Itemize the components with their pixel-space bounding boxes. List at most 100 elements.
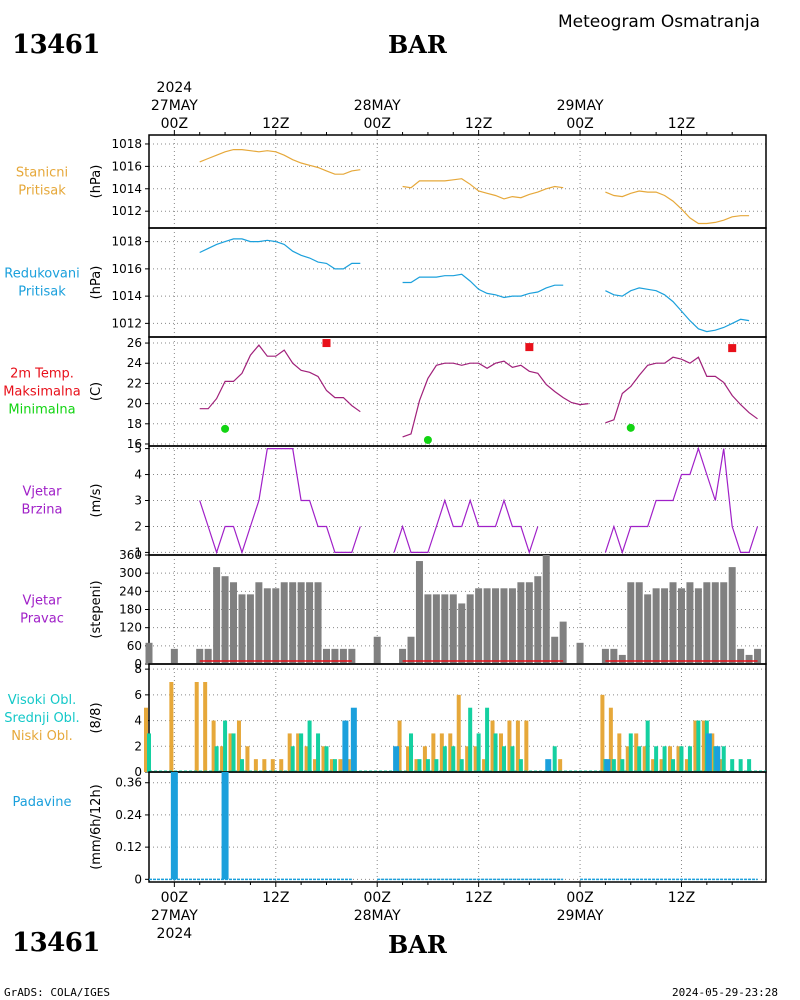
cloud-cover-bar bbox=[625, 746, 630, 772]
wind-direction-bar bbox=[661, 588, 669, 664]
panel-label: Pritisak bbox=[18, 285, 66, 300]
series-line bbox=[199, 344, 758, 438]
cloud-cover-bar bbox=[501, 746, 506, 772]
bottom-hour-label: 12Z bbox=[262, 890, 289, 906]
cloud-cover-bar bbox=[194, 682, 199, 772]
cloud-cover-bar bbox=[245, 746, 250, 772]
cloud-cover-bar bbox=[253, 759, 258, 772]
cloud-cover-bar bbox=[439, 733, 444, 772]
wind-direction-bar bbox=[610, 648, 618, 664]
cloud-cover-bar bbox=[611, 759, 616, 772]
cloud-cover-bar bbox=[510, 746, 515, 772]
cloud-cover-bar bbox=[558, 759, 563, 772]
cloud-cover-bar bbox=[668, 746, 673, 772]
y-axis-label: (stepeni) bbox=[89, 580, 104, 638]
top-date-label: 29MAY bbox=[557, 98, 604, 114]
cloud-cover-bar bbox=[710, 733, 715, 772]
cloud-cover-bar bbox=[393, 746, 400, 772]
wind-direction-bar bbox=[754, 648, 762, 664]
station-name-bottom: BAR bbox=[388, 930, 447, 959]
series-line bbox=[199, 149, 750, 225]
cloud-cover-bar bbox=[476, 733, 481, 772]
cloud-cover-bar bbox=[409, 733, 414, 772]
y-tick-label: 1012 bbox=[111, 316, 142, 330]
cloud-cover-bar bbox=[290, 746, 295, 772]
cloud-cover-bar bbox=[485, 707, 490, 772]
wind-direction-bar bbox=[475, 588, 483, 664]
cloud-cover-bar bbox=[701, 720, 706, 772]
wind-direction-bar bbox=[432, 594, 440, 664]
top-hour-label: 12Z bbox=[465, 116, 492, 132]
cloud-cover-bar bbox=[442, 746, 447, 772]
wind-direction-bar bbox=[314, 582, 322, 664]
cloud-cover-bar bbox=[431, 733, 436, 772]
cloud-cover-bar bbox=[620, 759, 625, 772]
y-tick-label: 16 bbox=[127, 437, 142, 451]
cloud-cover-bar bbox=[693, 720, 698, 772]
wind-direction-bar bbox=[373, 636, 381, 664]
cloud-cover-bar bbox=[262, 759, 267, 772]
cloud-cover-bar bbox=[493, 733, 498, 772]
wind-direction-bar bbox=[737, 648, 745, 664]
wind-direction-bar bbox=[466, 594, 474, 664]
panel-label: 2m Temp. bbox=[10, 367, 74, 382]
wind-direction-bar bbox=[255, 582, 263, 664]
cloud-cover-bar bbox=[600, 694, 605, 772]
station-name-top: BAR bbox=[388, 30, 447, 59]
panel-label: Redukovani bbox=[4, 267, 79, 282]
cloud-cover-bar bbox=[651, 759, 656, 772]
panel-frame bbox=[148, 771, 767, 883]
wind-direction-bar bbox=[618, 654, 626, 664]
wind-direction-bar bbox=[348, 648, 356, 664]
cloud-cover-bar bbox=[465, 746, 470, 772]
y-tick-label: 1018 bbox=[111, 137, 142, 151]
y-tick-label: 2 bbox=[134, 739, 142, 753]
wind-direction-bar bbox=[542, 555, 550, 664]
wind-direction-bar bbox=[652, 588, 660, 664]
wind-direction-bar bbox=[483, 588, 491, 664]
wind-direction-bar bbox=[449, 594, 457, 664]
wind-direction-bar bbox=[331, 648, 339, 664]
cloud-cover-bar bbox=[397, 720, 402, 772]
precip-bar bbox=[170, 772, 178, 880]
series-line bbox=[199, 446, 759, 555]
wind-direction-bar bbox=[703, 582, 711, 664]
meteogram-title: Meteogram Osmatranja bbox=[558, 12, 761, 32]
y-tick-label: 1014 bbox=[111, 182, 142, 196]
y-tick-label: 18 bbox=[127, 417, 142, 431]
series-line bbox=[199, 238, 750, 333]
wind-direction-bar bbox=[517, 582, 525, 664]
top-hour-label: 00Z bbox=[364, 116, 391, 132]
cloud-cover-bar bbox=[279, 759, 284, 772]
cloud-cover-bar bbox=[604, 759, 611, 772]
y-tick-label: 24 bbox=[127, 356, 142, 370]
wind-direction-bar bbox=[196, 648, 204, 664]
max-temp-marker bbox=[525, 343, 534, 352]
panel-label: Padavine bbox=[13, 795, 72, 810]
wind-direction-bar bbox=[500, 588, 508, 664]
y-tick-label: 20 bbox=[127, 397, 142, 411]
cloud-cover-bar bbox=[147, 733, 151, 772]
cloud-cover-bar bbox=[304, 746, 309, 772]
cloud-cover-bar bbox=[434, 759, 439, 772]
wind-direction-bar bbox=[627, 582, 635, 664]
wind-direction-bar bbox=[221, 576, 229, 664]
max-temp-marker bbox=[728, 344, 737, 353]
cloud-cover-bar bbox=[634, 733, 639, 772]
wind-direction-bar bbox=[424, 594, 432, 664]
grads-credit: GrADS: COLA/IGES bbox=[4, 986, 110, 999]
cloud-cover-bar bbox=[324, 746, 329, 772]
y-tick-label: 0 bbox=[134, 657, 142, 671]
bottom-hour-label: 00Z bbox=[161, 890, 188, 906]
bottom-hour-label: 12Z bbox=[668, 890, 695, 906]
y-tick-label: 180 bbox=[119, 603, 142, 617]
wind-direction-bar bbox=[711, 582, 719, 664]
cloud-cover-bar bbox=[552, 746, 557, 772]
cloud-cover-bar bbox=[299, 733, 304, 772]
cloud-cover-bar bbox=[721, 746, 726, 772]
top-hour-label: 00Z bbox=[566, 116, 593, 132]
wind-direction-bar bbox=[322, 648, 330, 664]
station-id-bottom: 13461 bbox=[12, 928, 100, 958]
y-tick-label: 1018 bbox=[111, 235, 142, 249]
